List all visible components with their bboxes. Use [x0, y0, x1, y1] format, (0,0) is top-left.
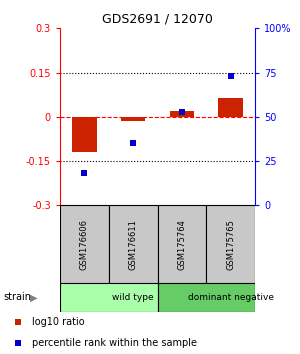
Bar: [121, 117, 145, 121]
Bar: [170, 111, 194, 117]
Text: wild type: wild type: [112, 293, 154, 302]
Title: GDS2691 / 12070: GDS2691 / 12070: [102, 13, 213, 26]
Text: GSM176611: GSM176611: [129, 219, 138, 270]
Text: dominant negative: dominant negative: [188, 293, 274, 302]
Bar: [60, 283, 158, 312]
Text: log10 ratio: log10 ratio: [32, 317, 85, 327]
Bar: [158, 283, 255, 312]
Text: GSM175764: GSM175764: [177, 219, 186, 270]
Text: percentile rank within the sample: percentile rank within the sample: [32, 338, 197, 348]
Text: strain: strain: [3, 292, 31, 302]
Text: ▶: ▶: [30, 292, 38, 302]
Bar: [206, 205, 255, 283]
Text: GSM176606: GSM176606: [80, 219, 89, 270]
Bar: [158, 205, 206, 283]
Bar: [60, 205, 109, 283]
Bar: [218, 98, 243, 117]
Bar: [109, 205, 158, 283]
Bar: [72, 117, 97, 152]
Text: GSM175765: GSM175765: [226, 219, 235, 270]
